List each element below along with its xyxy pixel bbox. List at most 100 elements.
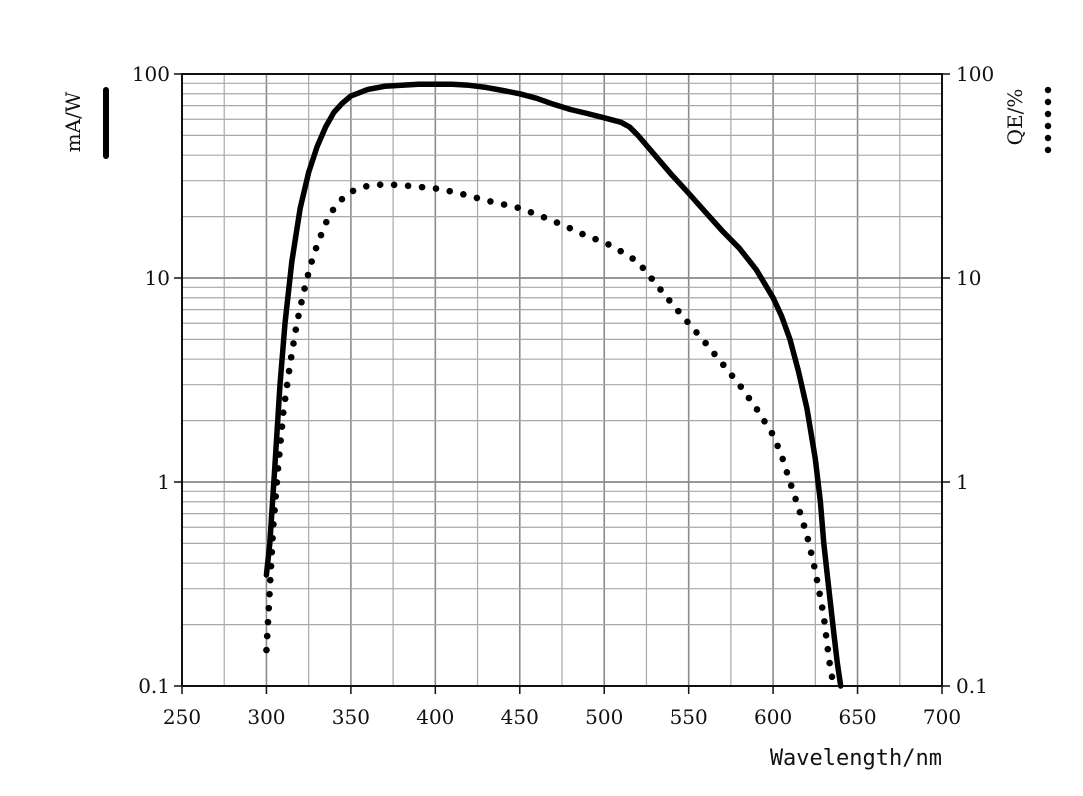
qe-data-point bbox=[813, 576, 821, 584]
right-legend-marker-dotted bbox=[1044, 86, 1052, 154]
qe-data-point bbox=[579, 230, 586, 238]
right-y-tick-label: 0.1 bbox=[956, 674, 988, 698]
qe-data-point bbox=[540, 214, 548, 221]
qe-data-point bbox=[693, 329, 700, 336]
qe-data-point bbox=[753, 406, 761, 413]
right-y-tick-label: 100 bbox=[956, 62, 994, 86]
x-tick-label: 650 bbox=[838, 705, 876, 729]
qe-data-point bbox=[287, 353, 295, 361]
qe-data-point bbox=[301, 285, 308, 292]
x-tick-label: 550 bbox=[670, 705, 708, 729]
qe-data-point bbox=[338, 195, 346, 203]
right-y-tick-label: 1 bbox=[956, 470, 969, 494]
qe-data-point bbox=[821, 618, 828, 625]
qe-data-point bbox=[278, 423, 286, 430]
qe-data-point bbox=[822, 631, 830, 639]
qe-data-point bbox=[592, 235, 599, 243]
qe-data-point bbox=[376, 181, 384, 188]
qe-data-point bbox=[639, 264, 647, 272]
legend-dot bbox=[1044, 146, 1052, 154]
qe-data-point bbox=[277, 437, 284, 444]
qe-data-point bbox=[818, 604, 826, 611]
qe-data-point bbox=[349, 187, 357, 195]
qe-data-point bbox=[317, 231, 325, 239]
qe-data-point bbox=[271, 507, 278, 514]
right-y-tick-label: 10 bbox=[956, 266, 981, 290]
qe-data-point bbox=[774, 442, 781, 450]
qe-data-point bbox=[684, 318, 691, 326]
qe-data-point bbox=[826, 659, 833, 667]
qe-data-point bbox=[270, 520, 277, 528]
x-tick-label: 600 bbox=[754, 705, 792, 729]
right-y-axis-ticks: 0.1 1 10 100 bbox=[942, 62, 994, 698]
x-tick-label: 300 bbox=[247, 705, 285, 729]
qe-data-point bbox=[432, 185, 440, 192]
qe-data-point bbox=[783, 468, 791, 476]
qe-data-point bbox=[807, 549, 815, 556]
qe-data-point bbox=[796, 508, 804, 516]
qe-data-point bbox=[804, 535, 812, 543]
qe-data-point bbox=[828, 673, 836, 681]
x-tick-label: 400 bbox=[416, 705, 454, 729]
qe-data-point bbox=[745, 394, 753, 402]
x-tick-label: 250 bbox=[163, 705, 201, 729]
left-y-axis-label: mA/W bbox=[61, 91, 85, 152]
left-y-tick-label: 0.1 bbox=[138, 674, 170, 698]
qe-data-point bbox=[460, 191, 467, 198]
qe-data-point bbox=[500, 201, 508, 208]
qe-data-point bbox=[761, 417, 768, 425]
series-dots-qe bbox=[263, 181, 836, 681]
series-line-ma-per-w bbox=[263, 81, 844, 689]
qe-data-point bbox=[266, 590, 273, 598]
qe-data-point bbox=[267, 562, 275, 570]
qe-data-point bbox=[737, 383, 745, 390]
left-y-tick-label: 100 bbox=[132, 62, 170, 86]
qe-data-point bbox=[263, 632, 271, 640]
qe-data-point bbox=[263, 646, 270, 654]
plot-frame bbox=[181, 73, 943, 687]
left-y-tick-label: 10 bbox=[145, 266, 170, 290]
qe-data-point bbox=[816, 590, 823, 598]
qe-data-point bbox=[312, 244, 320, 252]
qe-data-point bbox=[605, 241, 612, 248]
qe-data-point bbox=[768, 429, 776, 437]
qe-data-point bbox=[404, 182, 412, 190]
qe-data-point bbox=[648, 275, 655, 282]
qe-data-point bbox=[711, 350, 718, 358]
left-y-tick-label: 1 bbox=[157, 470, 170, 494]
qe-data-point bbox=[473, 194, 481, 202]
qe-data-point bbox=[363, 183, 370, 190]
qe-data-point bbox=[728, 372, 736, 379]
qe-data-point bbox=[779, 455, 786, 463]
qe-data-point bbox=[265, 604, 273, 612]
chart-series bbox=[263, 81, 844, 689]
qe-data-point bbox=[702, 339, 709, 347]
right-y-axis-label: QE/% bbox=[1003, 89, 1027, 146]
left-y-axis-ticks: 0.1 1 10 100 bbox=[132, 62, 182, 698]
qe-data-point bbox=[322, 218, 330, 226]
qe-data-point bbox=[390, 181, 398, 189]
x-tick-label: 450 bbox=[501, 705, 539, 729]
x-axis-ticks: 250 300 350 400 450 500 550 600 650 700 bbox=[163, 686, 961, 729]
qe-data-point bbox=[514, 204, 522, 211]
qe-data-point bbox=[273, 479, 281, 486]
qe-data-point bbox=[269, 534, 276, 542]
qe-data-point bbox=[675, 307, 682, 315]
x-tick-label: 350 bbox=[332, 705, 370, 729]
qe-data-point bbox=[824, 645, 832, 653]
x-tick-label: 500 bbox=[585, 705, 623, 729]
x-tick-label: 700 bbox=[923, 705, 961, 729]
qe-data-point bbox=[487, 198, 494, 205]
qe-data-point bbox=[629, 255, 636, 262]
qe-data-point bbox=[657, 286, 664, 293]
qe-data-point bbox=[281, 395, 289, 403]
qe-data-point bbox=[285, 367, 293, 375]
qe-data-point bbox=[418, 183, 426, 191]
qe-data-point bbox=[276, 451, 283, 458]
qe-data-point bbox=[792, 495, 799, 503]
qe-data-point bbox=[308, 258, 316, 265]
qe-data-point bbox=[553, 219, 561, 226]
qe-data-point bbox=[617, 247, 624, 255]
qe-data-point bbox=[787, 482, 795, 489]
